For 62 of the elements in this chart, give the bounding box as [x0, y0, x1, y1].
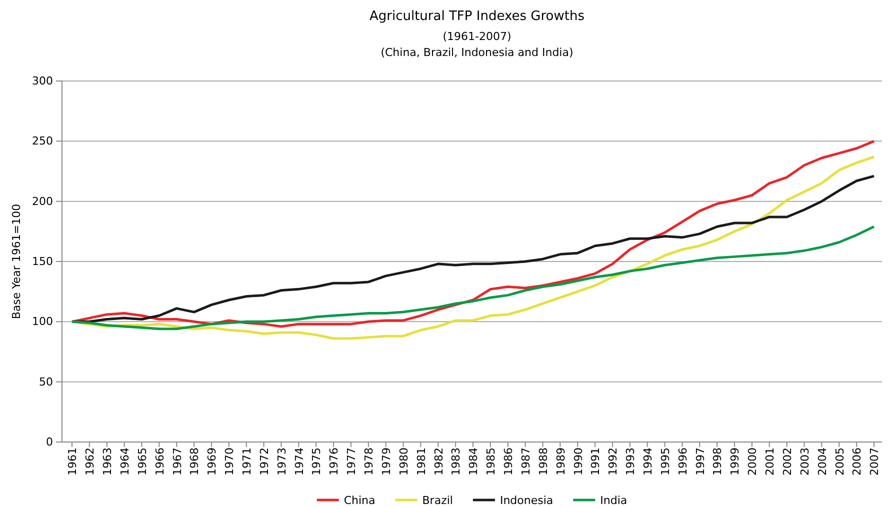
x-tick-label: 1962	[84, 448, 97, 476]
x-tick-label: 1998	[711, 448, 724, 476]
legend-label: China	[344, 494, 376, 507]
x-tick-label: 1991	[589, 448, 602, 476]
x-tick-label: 1986	[502, 448, 516, 476]
x-tick-label: 1974	[292, 448, 306, 476]
x-tick-label: 1981	[414, 448, 428, 476]
y-tick-label: 150	[32, 255, 53, 268]
x-tick-label: 2007	[868, 448, 882, 476]
x-tick-label: 1969	[206, 448, 219, 476]
y-tick-label: 200	[32, 194, 53, 208]
x-tick-label: 1987	[519, 448, 532, 476]
x-tick-label: 1966	[153, 448, 166, 476]
x-tick-label: 1999	[728, 448, 742, 476]
x-tick-label: 1989	[554, 448, 568, 476]
x-tick-label: 1994	[642, 448, 654, 476]
legend-label: India	[600, 494, 628, 507]
x-tick-label: 1992	[606, 448, 620, 476]
line-series	[70, 225, 876, 330]
x-tick-label: 1975	[310, 448, 324, 476]
x-tick-label: 1972	[258, 448, 271, 476]
x-tick-label: 2001	[764, 448, 777, 476]
x-tick-label: 2004	[816, 448, 829, 476]
x-tick-label: 1978	[362, 448, 376, 476]
y-axis-title: Base Year 1961=100	[10, 204, 23, 320]
x-tick-label: 2006	[850, 448, 864, 476]
x-tick-label: 1967	[170, 448, 184, 476]
legend-label: Indonesia	[500, 494, 554, 507]
x-tick-label: 2003	[798, 448, 812, 476]
x-tick-label: 1977	[345, 448, 358, 476]
x-tick-label: 1983	[450, 448, 463, 476]
x-tick-label: 2000	[746, 448, 760, 476]
x-tick-label: 1988	[536, 448, 550, 476]
legend-label: Brazil	[422, 494, 453, 507]
x-tick-label: 1979	[380, 448, 393, 476]
x-tick-label: 2005	[833, 448, 846, 476]
y-tick-label: 0	[46, 436, 53, 449]
x-tick-label: 1971	[240, 448, 254, 476]
x-tick-label: 1985	[484, 448, 498, 476]
x-tick-label: 1964	[118, 448, 132, 476]
x-tick-label: 1993	[624, 448, 638, 476]
x-tick-label: 1984	[467, 448, 480, 476]
chart-title: Agricultural TFP Indexes Growths	[369, 9, 585, 24]
y-tick-label: 50	[39, 375, 53, 388]
x-tick-label: 1995	[658, 448, 672, 476]
y-tick-label: 300	[32, 74, 53, 88]
x-tick-label: 1990	[572, 448, 585, 476]
x-tick-label: 1965	[136, 448, 149, 476]
y-tick-label: 250	[32, 134, 53, 148]
x-tick-label: 1973	[275, 448, 288, 476]
x-tick-label: 1968	[188, 448, 202, 476]
chart-subtitle: (1961-2007) (China, Brazil, Indonesia and India)	[380, 30, 574, 59]
x-tick-label: 1970	[223, 448, 236, 476]
x-tick-label: 1963	[101, 448, 114, 476]
x-tick-label: 1996	[676, 448, 690, 476]
y-tick-label: 100	[32, 315, 53, 328]
x-tick-label: 1961	[66, 448, 80, 476]
x-tick-label: 1997	[694, 448, 707, 476]
x-tick-label: 1982	[432, 448, 446, 476]
x-tick-label: 2002	[780, 448, 794, 476]
x-tick-label: 1976	[328, 448, 341, 476]
x-tick-label: 1980	[397, 448, 410, 476]
